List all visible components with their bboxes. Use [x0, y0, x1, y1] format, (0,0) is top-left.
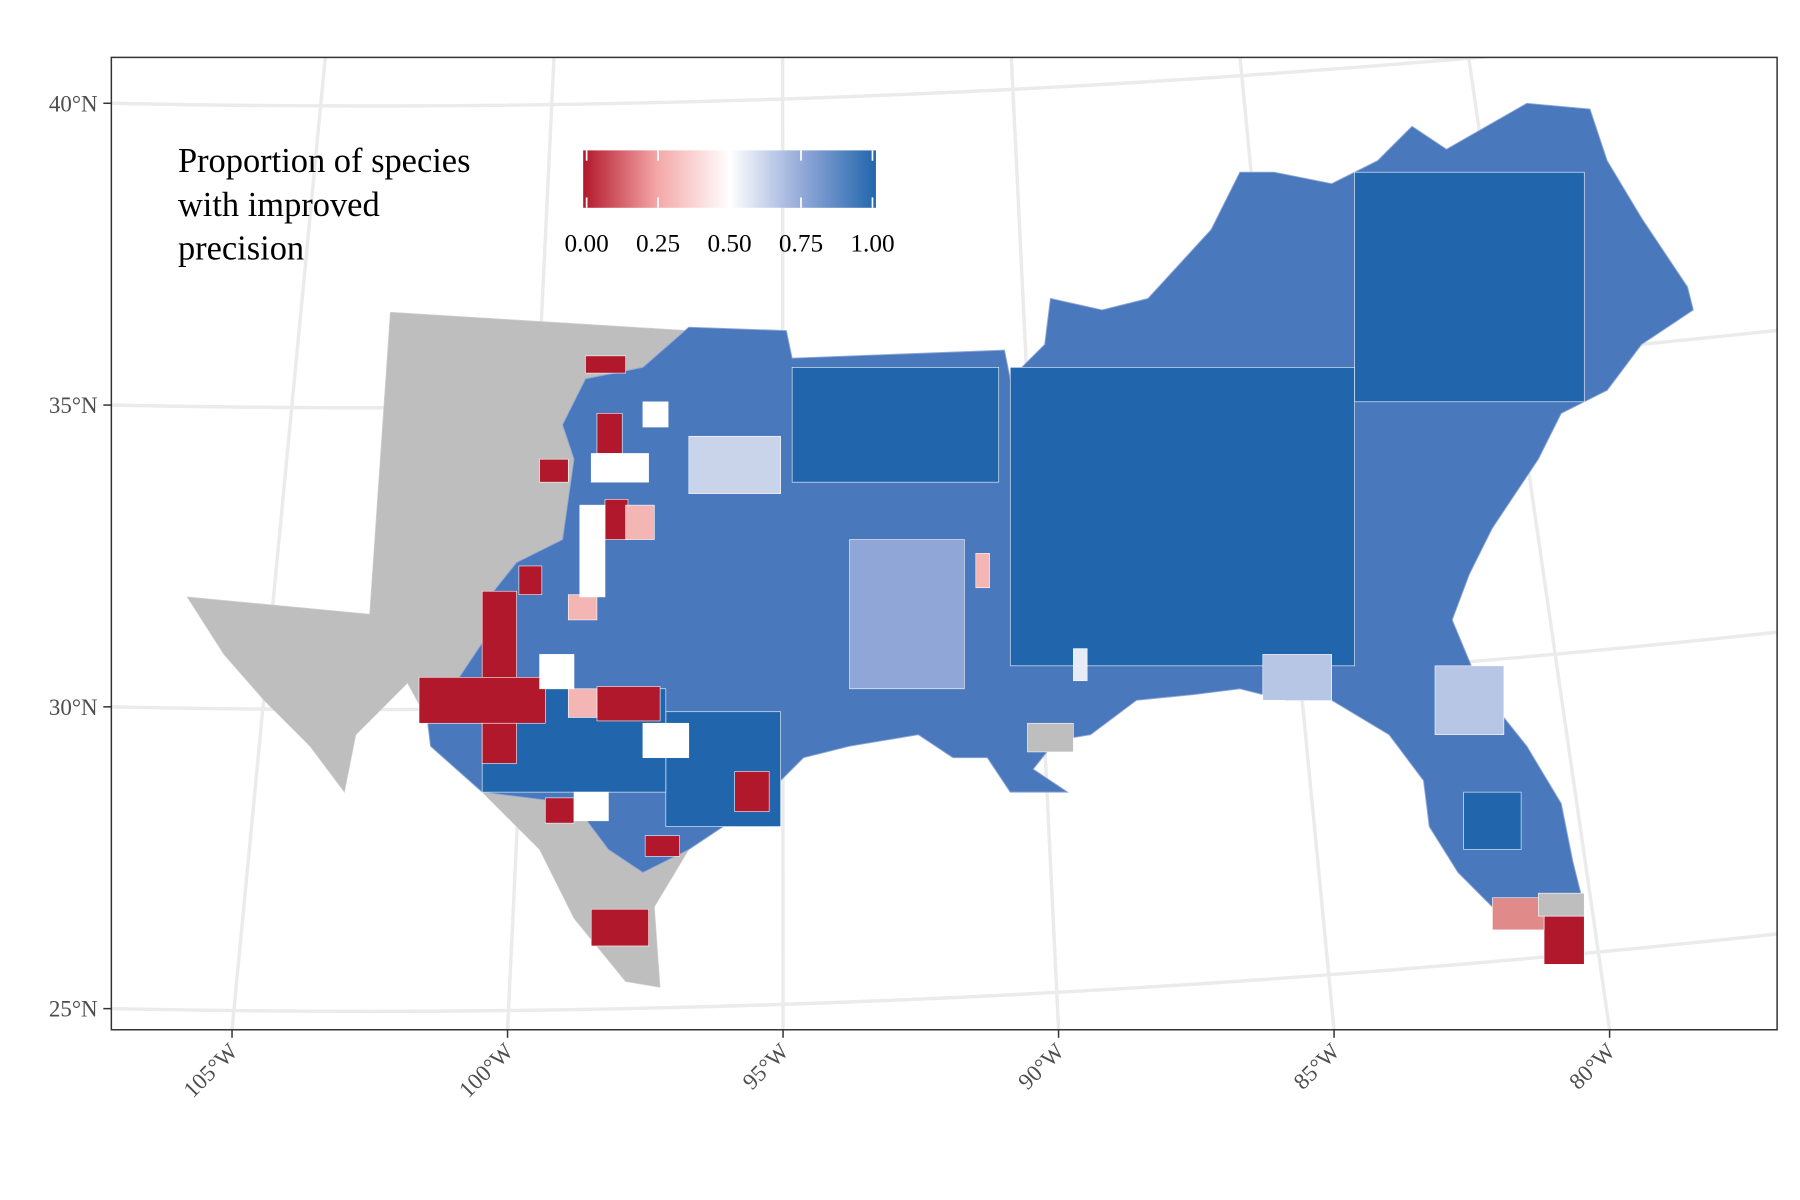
x-tick-label: 80°W [1564, 1038, 1620, 1094]
county-patch [590, 453, 649, 483]
county-patch [596, 412, 623, 454]
grid-line [230, 57, 328, 1030]
county-patch [579, 504, 606, 598]
county-patch [1463, 791, 1522, 850]
legend: Proportion of species with improved precis… [178, 142, 895, 267]
legend-tick-label: 0.75 [779, 229, 823, 257]
grid-line [111, 932, 1778, 1014]
plot-root: 25°N 30°N 35°N 40°N 105°W 100°W 95°W 90°W 85°W 80… [49, 56, 1778, 1102]
county-patches [418, 171, 1585, 965]
county-patch [688, 435, 781, 494]
county-patch [1262, 654, 1332, 701]
county-patch [1009, 367, 1355, 667]
county-patch [590, 908, 649, 947]
county-patch [1492, 897, 1545, 931]
county-patch [567, 688, 598, 718]
county-patch [1354, 171, 1585, 403]
county-patch [642, 722, 690, 758]
county-patch [545, 797, 575, 824]
county-patch [1538, 892, 1585, 917]
county-patch [585, 355, 626, 374]
county-patch [539, 458, 569, 483]
county-patch [567, 594, 598, 621]
y-tick-label: 35°N [49, 393, 98, 418]
county-patch [518, 565, 543, 595]
county-patch [481, 722, 517, 764]
legend-tick-label: 1.00 [850, 229, 894, 257]
county-patch [604, 499, 629, 540]
county-patch [849, 539, 965, 690]
legend-title: Proportion of species [178, 142, 471, 180]
legend-tick-label: 0.50 [707, 229, 751, 257]
legend-title: with improved [178, 186, 380, 224]
legend-tick-label: 0.25 [636, 229, 680, 257]
x-tick-label: 105°W [179, 1038, 243, 1102]
county-patch [1543, 915, 1585, 965]
county-patch [791, 367, 1000, 483]
county-patch [1434, 665, 1505, 736]
counties [186, 102, 1694, 988]
county-patch [1073, 648, 1088, 682]
county-patch [1027, 722, 1074, 753]
x-tick-label: 85°W [1289, 1038, 1345, 1094]
x-tick-label: 90°W [1013, 1038, 1069, 1094]
panel-border [110, 56, 1778, 1031]
county-patch [642, 401, 669, 428]
legend-title: precision [178, 229, 304, 267]
y-tick-label: 30°N [49, 695, 98, 720]
county-patch [539, 654, 575, 690]
county-patch [644, 835, 680, 857]
county-patch [734, 771, 770, 812]
county-patch [418, 677, 546, 724]
county-patch [975, 553, 990, 589]
x-tick-label: 100°W [454, 1038, 518, 1102]
county-patch [596, 686, 661, 722]
county-patch [481, 590, 517, 684]
x-tick-label: 95°W [738, 1038, 794, 1094]
grid-line [111, 57, 1499, 108]
county-patch [573, 791, 609, 822]
county-patch [625, 504, 655, 540]
y-tick-label: 25°N [49, 997, 98, 1022]
y-tick-label: 40°N [49, 91, 98, 116]
legend-tick-label: 0.00 [565, 229, 609, 257]
